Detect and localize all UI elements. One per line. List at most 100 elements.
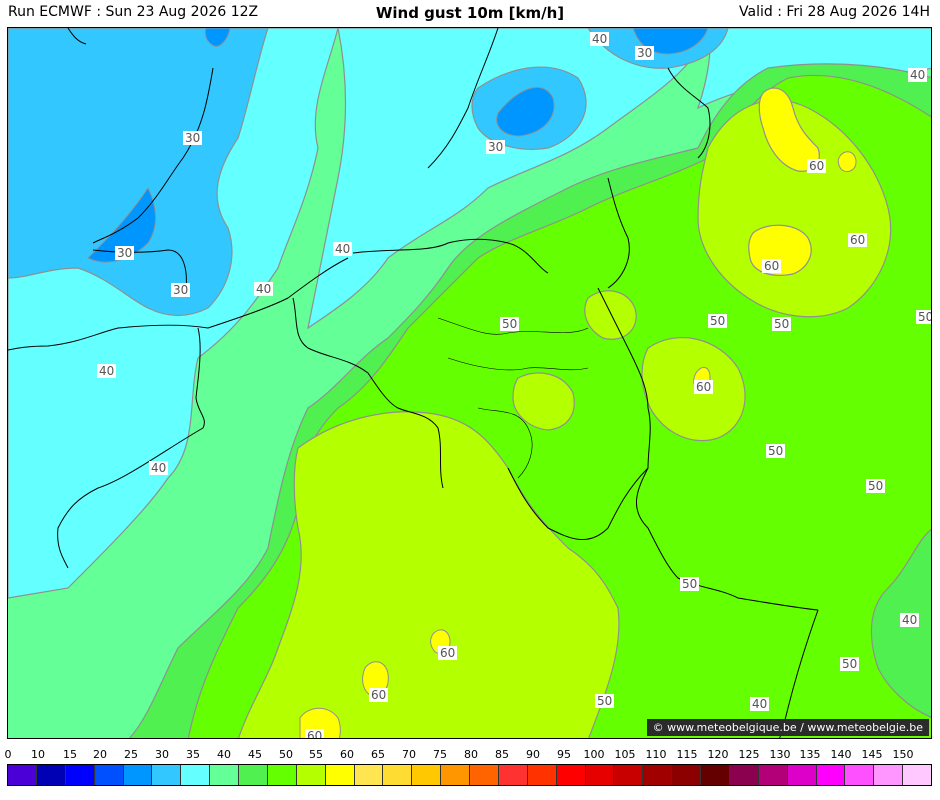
uk-east-coast xyxy=(67,28,87,45)
colorbar-tick-label: 50 xyxy=(279,748,293,761)
contour-label: 40 xyxy=(254,282,274,296)
contour-label: 30 xyxy=(171,283,191,297)
contour-label: 60 xyxy=(762,259,782,273)
colorbar-swatch xyxy=(412,765,442,785)
colorbar-tick-label: 40 xyxy=(217,748,231,761)
contour-label: 50 xyxy=(595,694,615,708)
contour-label: 60 xyxy=(438,646,458,660)
colorbar-tick-label: 115 xyxy=(676,748,698,761)
contour-label: 40 xyxy=(333,242,353,256)
colorbar-swatch xyxy=(585,765,615,785)
contour-label: 50 xyxy=(708,314,728,328)
colorbar-tick-label: 60 xyxy=(340,748,354,761)
colorbar-swatch xyxy=(874,765,904,785)
contour-label: 50 xyxy=(916,310,931,324)
nl-north-coast xyxy=(667,67,711,159)
colorbar-swatch xyxy=(845,765,875,785)
colorbar-tick-label: 145 xyxy=(861,748,883,761)
colorbar-labels: 0 10 15 20 25 30 35 40 45 50 55 60 65 70 75 80 85 90 95 100… xyxy=(0,748,940,762)
field-35-40-top xyxy=(307,28,709,330)
contour-label: 60 xyxy=(848,233,868,247)
brittany-coast xyxy=(57,427,204,569)
contour-label: 40 xyxy=(900,613,920,627)
field-55-60-south xyxy=(238,411,620,738)
colorbar-tick-label: 20 xyxy=(93,748,107,761)
contour-label: 50 xyxy=(766,444,786,458)
colorbar-swatch xyxy=(729,765,759,785)
colorbar-tick-label: 130 xyxy=(769,748,791,761)
wind-gust-map: © www.meteobelgique.be / www.meteobelgie… xyxy=(7,27,932,739)
contour-label: 30 xyxy=(635,46,655,60)
colorbar-swatch xyxy=(903,765,931,785)
field-60-65-small xyxy=(837,151,857,173)
normandy-coast xyxy=(195,327,205,429)
contour-label: 40 xyxy=(750,697,770,711)
colorbar-swatch xyxy=(614,765,644,785)
nl-coast xyxy=(427,28,499,169)
field-25-30-north xyxy=(496,86,555,137)
contour-label: 40 xyxy=(590,32,610,46)
colorbar-tick-label: 140 xyxy=(830,748,852,761)
contour-label: 40 xyxy=(149,461,169,475)
belgium-nl-border xyxy=(352,238,549,274)
colorbar-swatch xyxy=(65,765,95,785)
belgium-border xyxy=(292,297,444,489)
colorbar-tick-label: 45 xyxy=(248,748,262,761)
run-info: Run ECMWF : Sun 23 Aug 2026 12Z xyxy=(8,4,259,20)
contour-label: 60 xyxy=(807,159,827,173)
colorbar-swatch xyxy=(383,765,413,785)
colorbar-tick-label: 90 xyxy=(526,748,540,761)
colorbar-tick-label: 75 xyxy=(433,748,447,761)
contour-label: 50 xyxy=(772,317,792,331)
uk-south-coast xyxy=(92,249,187,291)
colorbar-tick-label: 85 xyxy=(495,748,509,761)
colorbar-swatch xyxy=(498,765,528,785)
colorbar-swatch xyxy=(239,765,268,785)
lux-border xyxy=(507,467,649,541)
colorbar-tick-label: 15 xyxy=(63,748,77,761)
contour-label: 40 xyxy=(97,364,117,378)
contour-label: 60 xyxy=(305,729,325,738)
colorbar-tick-label: 120 xyxy=(707,748,729,761)
province-lines xyxy=(437,317,589,479)
colorbar-swatch xyxy=(816,765,846,785)
contour-label: 50 xyxy=(500,317,520,331)
colorbar-swatch xyxy=(210,765,239,785)
colorbar-swatch xyxy=(94,765,124,785)
contour-label: 30 xyxy=(486,140,506,154)
colorbar-tick-label: 135 xyxy=(799,748,821,761)
map-canvas xyxy=(8,28,931,738)
colorbar-tick-label: 0 xyxy=(4,748,12,761)
contour-label: 50 xyxy=(680,577,700,591)
field-55-60-center xyxy=(512,372,575,431)
contour-label: 50 xyxy=(866,479,886,493)
contour-label: 30 xyxy=(115,246,135,260)
colorbar-tick-label: 150 xyxy=(892,748,914,761)
borders xyxy=(8,28,819,738)
field-55-60-ne2 xyxy=(584,290,637,340)
credit-text: © www.meteobelgique.be / www.meteobelgie… xyxy=(646,719,929,736)
colorbar-swatch xyxy=(325,765,355,785)
colorbar-swatch xyxy=(787,765,817,785)
contour-label: 40 xyxy=(908,68,928,82)
colorbar-swatch xyxy=(267,765,297,785)
colorbar-tick-label: 110 xyxy=(645,748,667,761)
valid-time: Valid : Fri 28 Aug 2026 14H xyxy=(739,4,930,20)
field-25-30-nw xyxy=(204,28,231,47)
colorbar-swatch xyxy=(181,765,211,785)
colorbar-swatch xyxy=(470,765,499,785)
contour-label: 60 xyxy=(694,380,714,394)
colorbar-swatch xyxy=(354,765,384,785)
colorbar-tick-label: 35 xyxy=(186,748,200,761)
colorbar-swatch xyxy=(441,765,470,785)
contour-label: 50 xyxy=(840,657,860,671)
colorbar-tick-label: 95 xyxy=(557,748,571,761)
colorbar-tick-label: 70 xyxy=(402,748,416,761)
colorbar-swatch xyxy=(643,765,673,785)
colorbar-swatch xyxy=(527,765,557,785)
nl-de-border xyxy=(607,177,630,289)
colorbar-tick-label: 80 xyxy=(464,748,478,761)
colorbar-tick-label: 105 xyxy=(614,748,636,761)
uk-coast xyxy=(92,67,214,244)
colorbar-tick-label: 25 xyxy=(124,748,138,761)
